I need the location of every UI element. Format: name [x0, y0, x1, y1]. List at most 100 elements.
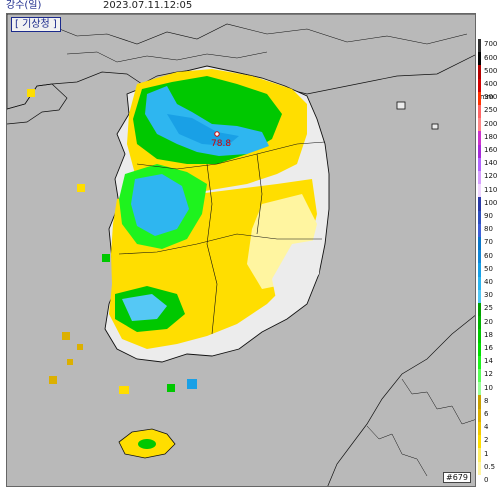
legend-label: 12 — [484, 370, 493, 379]
legend-swatch — [478, 263, 481, 277]
legend-swatch — [478, 329, 481, 343]
legend-label: 60 — [484, 251, 493, 260]
island-pixel — [187, 379, 197, 389]
island-pixel — [102, 254, 110, 262]
map-svg: 78.8 — [7, 14, 475, 486]
legend-swatch — [478, 448, 481, 462]
legend-swatch — [478, 276, 481, 290]
legend-label: 160 — [484, 145, 498, 154]
legend-swatch — [478, 421, 481, 436]
legend-label: 16 — [484, 344, 493, 353]
island-pixel — [77, 184, 85, 192]
legend-unit: mm — [480, 93, 494, 101]
province-border — [206, 163, 218, 335]
legend-swatch — [478, 197, 481, 211]
china-coast — [7, 83, 68, 125]
legend-label: 80 — [484, 225, 493, 234]
legend-swatch — [478, 39, 481, 53]
province-border — [118, 233, 322, 255]
province-border — [136, 141, 326, 170]
agency-label: [ 기상청 ] — [11, 17, 61, 32]
legend-label: 110 — [484, 185, 498, 194]
legend-swatch — [478, 105, 481, 119]
color-legend: mm 700 600 500 400 300 250 200 180 160 140 120 110 1… — [477, 13, 500, 488]
legend-label: 10 — [484, 383, 493, 392]
legend-label: 90 — [484, 211, 493, 220]
legend-swatch — [478, 316, 481, 330]
legend-swatch — [478, 144, 481, 158]
legend-swatch — [478, 382, 481, 396]
legend-label: 400 — [484, 79, 498, 88]
legend-label: 50 — [484, 264, 493, 273]
japan-detail — [401, 378, 475, 425]
legend-label: 600 — [484, 53, 498, 62]
legend-label: 70 — [484, 238, 493, 247]
legend-swatch — [478, 118, 481, 132]
island-pixel — [167, 384, 175, 392]
legend-label: 8 — [484, 396, 489, 405]
legend-swatch — [478, 237, 481, 251]
legend-label: 0 — [484, 476, 489, 485]
legend-swatch — [478, 157, 481, 172]
legend-swatch — [478, 395, 481, 409]
title-bar: 강수(일) 2023.07.11.12:05 — [0, 0, 500, 12]
border-line-2 — [66, 51, 268, 63]
legend-swatch — [478, 369, 481, 383]
island-pixel — [49, 376, 57, 384]
legend-swatch — [478, 78, 481, 92]
province-border — [256, 153, 263, 235]
legend-label: 180 — [484, 132, 498, 141]
legend-label: 14 — [484, 357, 493, 366]
legend-bar — [478, 39, 481, 488]
legend-label: 2 — [484, 436, 489, 445]
legend-swatch — [478, 184, 481, 198]
legend-swatch — [478, 289, 481, 304]
legend-label: 120 — [484, 172, 498, 181]
max-marker-dot — [214, 131, 220, 137]
legend-label: 100 — [484, 198, 498, 207]
legend-label: 300 — [484, 93, 498, 102]
legend-label: 1 — [484, 449, 489, 458]
rain-blue-north-core — [167, 114, 239, 146]
legend-swatch — [478, 355, 481, 370]
island-pixel — [27, 89, 35, 97]
legend-swatch — [478, 342, 481, 356]
legend-swatch — [478, 435, 481, 449]
legend-swatch — [478, 131, 481, 145]
timestamp: 2023.07.11.12:05 — [103, 0, 193, 11]
island-pixel — [119, 386, 129, 394]
dokdo — [431, 123, 439, 130]
legend-swatch — [478, 250, 481, 264]
legend-label: 700 — [484, 40, 498, 49]
japan-land — [327, 315, 475, 486]
border-line — [46, 23, 468, 45]
island-pixel — [77, 344, 83, 350]
legend-label: 25 — [484, 304, 493, 313]
island-pixel — [67, 359, 73, 365]
ulleungdo — [396, 101, 406, 110]
legend-swatch — [478, 52, 481, 66]
legend-label: 6 — [484, 410, 489, 419]
max-marker-label: 78.8 — [211, 139, 231, 149]
legend-label: 250 — [484, 106, 498, 115]
legend-swatch — [478, 91, 481, 106]
legend-label: 0.5 — [484, 462, 496, 471]
precipitation-map: 78.8 [ 기상청 ] #679 — [6, 13, 476, 487]
legend-label: 40 — [484, 278, 493, 287]
station-label: #679 — [443, 472, 471, 483]
legend-label: 18 — [484, 330, 493, 339]
island-pixel — [62, 332, 70, 340]
legend-label: 20 — [484, 317, 493, 326]
legend-swatch — [478, 210, 481, 224]
legend-swatch — [478, 408, 481, 422]
legend-label: 30 — [484, 291, 493, 300]
legend-label: 200 — [484, 119, 498, 128]
jeju-green — [138, 439, 156, 449]
japan-detail-2 — [366, 425, 428, 477]
legend-swatch — [478, 65, 481, 79]
product-title: 강수(일) — [6, 0, 42, 11]
rain-blue-north — [145, 86, 269, 156]
legend-swatch — [478, 171, 481, 185]
rain-blue-south — [122, 294, 167, 321]
rain-dry-east — [272, 239, 322, 304]
